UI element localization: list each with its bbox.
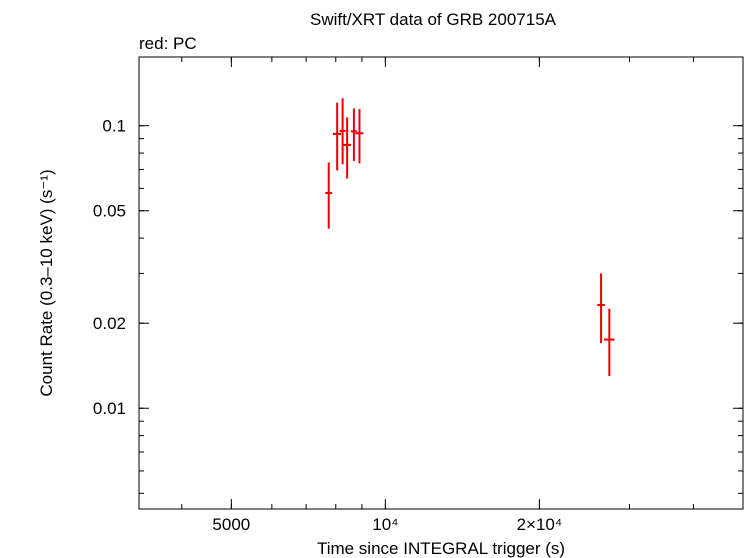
- data-point: [325, 162, 333, 229]
- data-point: [597, 273, 605, 344]
- y-tick-label: 0.02: [93, 314, 126, 333]
- minor-ticks: [139, 57, 744, 509]
- data-point: [350, 108, 357, 161]
- x-tick-label: 2×10⁴: [517, 515, 563, 534]
- y-tick-label: 0.05: [93, 202, 126, 221]
- chart-subtitle: red: PC: [139, 34, 197, 53]
- y-axis-label: Count Rate (0.3–10 keV) (s⁻¹): [37, 169, 56, 396]
- plot-frame: [138, 56, 744, 510]
- x-tick-label: 5000: [212, 515, 250, 534]
- y-tick-label: 0.1: [102, 117, 126, 136]
- y-tick-label: 0.01: [93, 399, 126, 418]
- x-axis-label: Time since INTEGRAL trigger (s): [317, 539, 565, 558]
- data-point: [355, 109, 364, 164]
- data-point: [343, 117, 352, 179]
- chart-title: Swift/XRT data of GRB 200715A: [310, 10, 557, 29]
- data-point: [339, 98, 346, 165]
- x-tick-label: 10⁴: [372, 515, 398, 534]
- x-axis-ticks: 5000 10⁴ 2×10⁴: [212, 57, 562, 534]
- y-axis-ticks: 0.1 0.05 0.02 0.01: [93, 117, 743, 418]
- data-points: [325, 98, 615, 377]
- data-point: [604, 308, 615, 377]
- data-point: [332, 102, 342, 171]
